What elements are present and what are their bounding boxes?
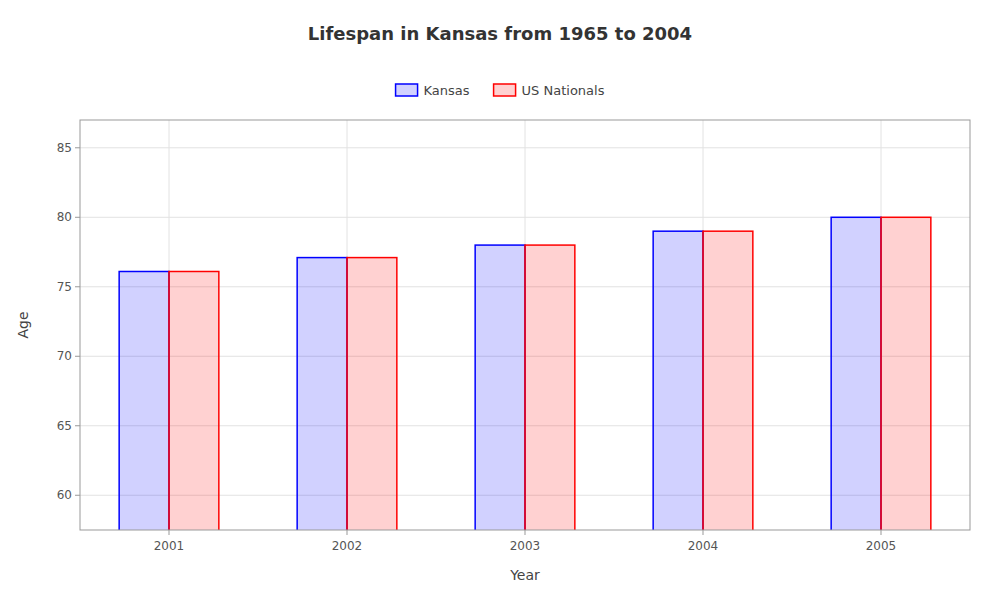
x-tick-label: 2002	[332, 539, 363, 553]
bar	[347, 258, 397, 530]
bar	[525, 245, 575, 530]
bar	[119, 271, 169, 530]
bar	[881, 217, 931, 530]
bar	[703, 231, 753, 530]
legend-label: US Nationals	[522, 83, 605, 98]
y-tick-label: 85	[57, 141, 72, 155]
legend: Kansas US Nationals	[396, 83, 605, 98]
plot-frame	[80, 120, 970, 530]
x-tick	[703, 530, 704, 535]
y-axis-label: Age	[15, 311, 31, 338]
x-tick	[169, 530, 170, 535]
legend-item: US Nationals	[494, 83, 605, 98]
bar	[831, 217, 881, 530]
legend-swatch	[494, 84, 516, 96]
y-tick-label: 70	[57, 349, 72, 363]
title: Lifespan in Kansas from 1965 to 2004	[308, 23, 692, 44]
y-tick-label: 80	[57, 210, 72, 224]
bars	[119, 217, 931, 530]
x-axis: 2001 2002 2003 2004 2005	[154, 530, 897, 553]
chart-container: 60 65 70 75 80 85 2001 2002 2003 2004 2005 Year Age L…	[0, 0, 1000, 600]
x-tick-label: 2004	[688, 539, 719, 553]
chart-svg: 60 65 70 75 80 85 2001 2002 2003 2004 2005 Year Age L…	[0, 0, 1000, 600]
y-tick	[75, 286, 80, 287]
y-tick-label: 75	[57, 280, 72, 294]
bar	[475, 245, 525, 530]
legend-swatch	[396, 84, 418, 96]
y-tick	[75, 147, 80, 148]
y-tick	[75, 356, 80, 357]
y-tick-label: 65	[57, 419, 72, 433]
bar	[653, 231, 703, 530]
x-tick	[881, 530, 882, 535]
x-tick	[347, 530, 348, 535]
x-axis-label: Year	[509, 567, 540, 583]
y-tick	[75, 425, 80, 426]
bar	[169, 271, 219, 530]
y-tick	[75, 217, 80, 218]
bar	[297, 258, 347, 530]
x-tick-label: 2001	[154, 539, 185, 553]
x-tick-label: 2005	[866, 539, 897, 553]
x-tick	[525, 530, 526, 535]
y-tick	[75, 495, 80, 496]
x-tick-label: 2003	[510, 539, 541, 553]
legend-item: Kansas	[396, 83, 470, 98]
y-tick-label: 60	[57, 488, 72, 502]
legend-label: Kansas	[424, 83, 470, 98]
y-axis: 60 65 70 75 80 85	[57, 141, 80, 502]
